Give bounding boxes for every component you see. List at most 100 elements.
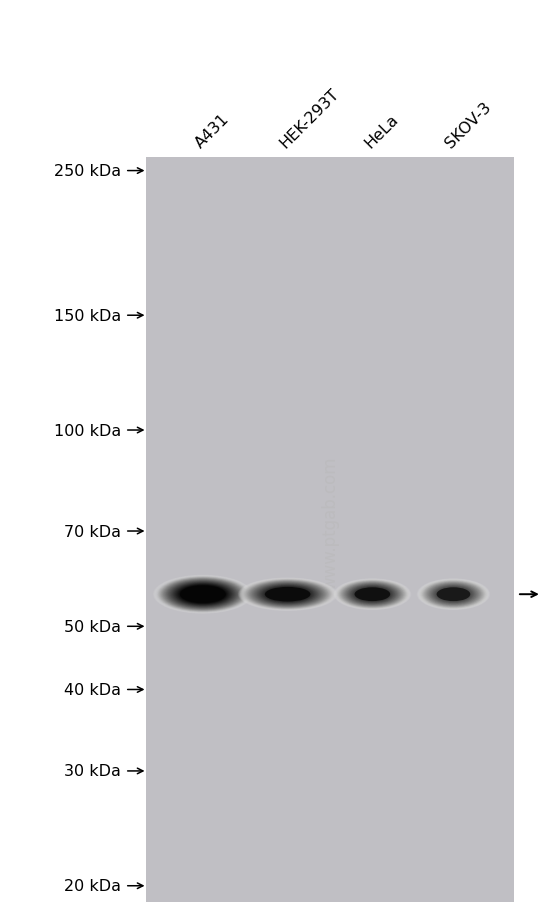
Ellipse shape [425,582,482,607]
Ellipse shape [180,585,225,603]
Ellipse shape [346,584,399,605]
Ellipse shape [337,580,408,609]
Ellipse shape [174,583,232,606]
Ellipse shape [258,584,317,604]
Ellipse shape [344,583,401,606]
Ellipse shape [265,587,310,602]
Ellipse shape [338,580,407,609]
Ellipse shape [254,584,321,606]
Ellipse shape [251,582,324,607]
Ellipse shape [437,587,470,602]
Ellipse shape [249,581,327,608]
Ellipse shape [244,580,331,609]
Ellipse shape [427,583,480,606]
Ellipse shape [436,587,471,603]
Ellipse shape [174,584,232,606]
Bar [146,158,514,902]
Ellipse shape [263,586,312,603]
Ellipse shape [166,580,240,609]
Ellipse shape [173,583,233,606]
Ellipse shape [177,584,228,604]
Ellipse shape [353,586,393,603]
Ellipse shape [163,579,243,610]
Ellipse shape [168,581,238,608]
Ellipse shape [252,583,322,606]
Ellipse shape [436,587,471,602]
Ellipse shape [159,577,247,612]
Text: HEK-293T: HEK-293T [277,86,342,151]
Ellipse shape [333,578,411,611]
Ellipse shape [345,584,400,606]
Ellipse shape [349,585,396,604]
Ellipse shape [334,579,411,611]
Ellipse shape [348,584,397,604]
Ellipse shape [157,576,249,612]
Ellipse shape [336,579,409,610]
Ellipse shape [437,587,470,602]
Text: 250 kDa: 250 kDa [54,164,121,179]
Ellipse shape [249,582,326,608]
Ellipse shape [238,577,338,612]
Ellipse shape [418,579,489,610]
Ellipse shape [430,584,477,604]
Ellipse shape [351,585,394,603]
Ellipse shape [426,583,481,606]
Ellipse shape [427,583,480,606]
Ellipse shape [421,580,486,609]
Ellipse shape [241,579,334,611]
Ellipse shape [420,580,487,609]
Ellipse shape [156,576,250,613]
Ellipse shape [155,575,251,613]
Ellipse shape [428,584,478,605]
Ellipse shape [354,587,390,602]
Ellipse shape [248,581,327,608]
Ellipse shape [347,584,398,605]
Text: www.ptgab.com: www.ptgab.com [321,456,339,590]
Ellipse shape [428,584,478,605]
Ellipse shape [423,581,484,608]
Text: 70 kDa: 70 kDa [64,524,121,538]
Ellipse shape [339,581,406,608]
Ellipse shape [432,585,475,604]
Ellipse shape [243,579,333,610]
Ellipse shape [337,580,408,609]
Ellipse shape [178,584,228,604]
Ellipse shape [167,581,239,609]
Ellipse shape [160,577,246,612]
Ellipse shape [342,582,403,607]
Ellipse shape [251,582,324,607]
Ellipse shape [246,580,329,609]
Ellipse shape [162,578,244,611]
Ellipse shape [162,578,244,611]
Ellipse shape [335,579,410,610]
Ellipse shape [263,586,312,603]
Text: 100 kDa: 100 kDa [54,423,121,438]
Ellipse shape [417,579,490,611]
Ellipse shape [433,585,474,603]
Ellipse shape [258,584,317,604]
Text: 20 kDa: 20 kDa [64,879,121,893]
Ellipse shape [247,581,328,608]
Ellipse shape [422,581,485,608]
Text: 50 kDa: 50 kDa [64,619,121,634]
Ellipse shape [167,580,239,609]
Ellipse shape [164,579,241,610]
Ellipse shape [435,586,472,603]
Ellipse shape [346,584,398,605]
Ellipse shape [339,581,405,608]
Ellipse shape [169,582,236,608]
Ellipse shape [350,585,395,604]
Ellipse shape [161,578,245,611]
Ellipse shape [245,580,331,609]
Ellipse shape [239,578,336,611]
Ellipse shape [265,587,310,603]
Ellipse shape [160,578,246,612]
Ellipse shape [153,575,252,614]
Text: SKOV-3: SKOV-3 [443,99,494,151]
Ellipse shape [340,582,404,608]
Text: 30 kDa: 30 kDa [64,764,121,778]
Ellipse shape [343,583,402,606]
Ellipse shape [264,586,311,603]
Ellipse shape [344,583,400,606]
Ellipse shape [179,585,227,603]
